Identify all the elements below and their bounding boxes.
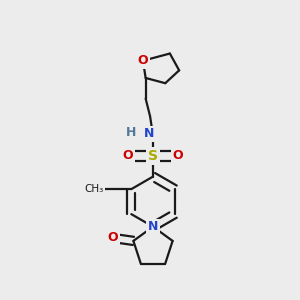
Text: O: O <box>173 149 183 163</box>
Text: O: O <box>107 232 118 244</box>
Text: N: N <box>143 128 154 140</box>
Text: N: N <box>148 220 158 233</box>
Text: O: O <box>138 54 148 67</box>
Text: O: O <box>123 149 133 163</box>
Text: CH₃: CH₃ <box>84 184 104 194</box>
Text: S: S <box>148 149 158 163</box>
Text: H: H <box>126 126 136 139</box>
